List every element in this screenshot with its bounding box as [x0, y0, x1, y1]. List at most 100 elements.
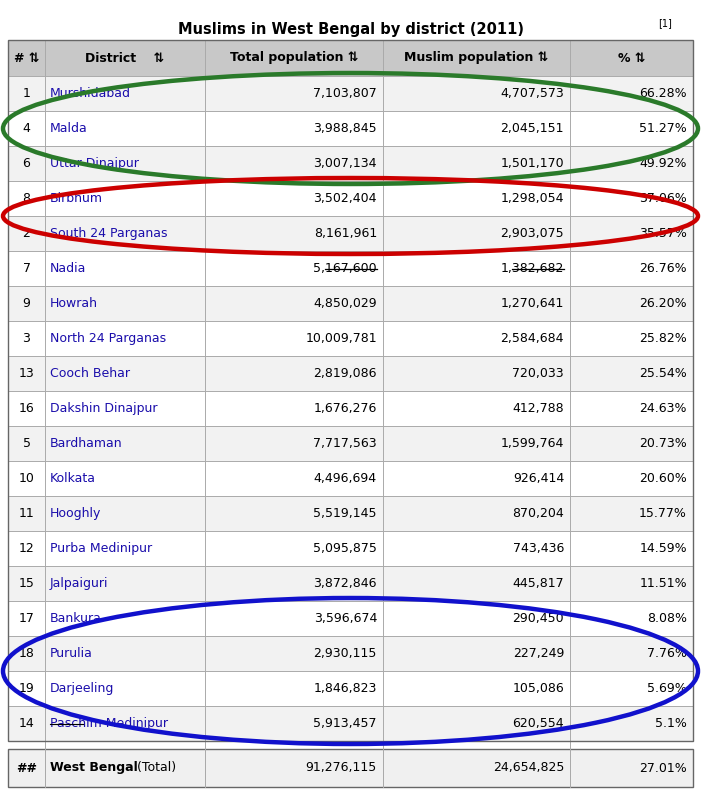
Text: 9: 9: [22, 297, 30, 310]
Text: 1,270,641: 1,270,641: [501, 297, 564, 310]
Text: 5.69%: 5.69%: [647, 682, 687, 695]
Text: 11.51%: 11.51%: [639, 577, 687, 590]
Text: Purba Medinipur: Purba Medinipur: [50, 542, 152, 555]
Text: Muslim population ⇅: Muslim population ⇅: [404, 52, 549, 65]
Text: 1,298,054: 1,298,054: [501, 192, 564, 205]
Text: 1,846,823: 1,846,823: [313, 682, 377, 695]
Text: 10,009,781: 10,009,781: [306, 332, 377, 345]
Text: Uttar Dinajpur: Uttar Dinajpur: [50, 157, 139, 170]
Text: Total population ⇅: Total population ⇅: [230, 52, 358, 65]
Bar: [8, 496, 693, 531]
Text: # ⇅: # ⇅: [14, 52, 39, 65]
Text: 6: 6: [22, 157, 30, 170]
Bar: [8, 286, 693, 321]
Text: 13: 13: [19, 367, 34, 380]
Text: Hooghly: Hooghly: [50, 507, 102, 520]
Text: Cooch Behar: Cooch Behar: [50, 367, 130, 380]
Text: 1,599,764: 1,599,764: [501, 437, 564, 450]
Text: 3: 3: [22, 332, 30, 345]
Bar: [8, 356, 693, 391]
Text: Paschim Medinipur: Paschim Medinipur: [50, 717, 168, 730]
Text: 20.73%: 20.73%: [639, 437, 687, 450]
Text: Bankura: Bankura: [50, 612, 102, 625]
Text: 7,103,807: 7,103,807: [313, 87, 377, 100]
Text: 26.76%: 26.76%: [639, 262, 687, 275]
Text: 26.20%: 26.20%: [639, 297, 687, 310]
Text: 2,903,075: 2,903,075: [501, 227, 564, 240]
Text: 14.59%: 14.59%: [639, 542, 687, 555]
Text: 227,249: 227,249: [512, 647, 564, 660]
Text: 620,554: 620,554: [512, 717, 564, 730]
Text: 12: 12: [19, 542, 34, 555]
Text: 8,161,961: 8,161,961: [314, 227, 377, 240]
Text: 2: 2: [22, 227, 30, 240]
Text: Muslims in West Bengal by district (2011): Muslims in West Bengal by district (2011…: [177, 22, 524, 37]
Bar: [8, 40, 693, 741]
Text: 3,502,404: 3,502,404: [313, 192, 377, 205]
Text: 3,596,674: 3,596,674: [313, 612, 377, 625]
Bar: [8, 636, 693, 671]
Text: 4,850,029: 4,850,029: [313, 297, 377, 310]
Text: 3,007,134: 3,007,134: [313, 157, 377, 170]
Text: 35.57%: 35.57%: [639, 227, 687, 240]
Text: 1,676,276: 1,676,276: [313, 402, 377, 415]
Bar: [8, 531, 693, 566]
Text: ##: ##: [16, 761, 37, 775]
Text: Howrah: Howrah: [50, 297, 98, 310]
Bar: [8, 461, 693, 496]
Text: Purulia: Purulia: [50, 647, 93, 660]
Text: 27.01%: 27.01%: [639, 761, 687, 775]
Text: 66.28%: 66.28%: [639, 87, 687, 100]
Text: 4: 4: [22, 122, 30, 135]
Text: 290,450: 290,450: [512, 612, 564, 625]
Text: 19: 19: [19, 682, 34, 695]
Text: North 24 Parganas: North 24 Parganas: [50, 332, 166, 345]
Text: 3,988,845: 3,988,845: [313, 122, 377, 135]
Text: 2,584,684: 2,584,684: [501, 332, 564, 345]
Text: Birbhum: Birbhum: [50, 192, 103, 205]
Bar: [8, 181, 693, 216]
Text: Nadia: Nadia: [50, 262, 86, 275]
Text: 4,496,694: 4,496,694: [314, 472, 377, 485]
Text: 870,204: 870,204: [512, 507, 564, 520]
Text: 720,033: 720,033: [512, 367, 564, 380]
Text: 37.06%: 37.06%: [639, 192, 687, 205]
Bar: [8, 40, 693, 76]
Text: West Bengal: West Bengal: [50, 761, 138, 775]
Text: 743,436: 743,436: [512, 542, 564, 555]
Text: 412,788: 412,788: [512, 402, 564, 415]
Text: 25.82%: 25.82%: [639, 332, 687, 345]
Text: 24,654,825: 24,654,825: [493, 761, 564, 775]
Text: 49.92%: 49.92%: [639, 157, 687, 170]
Text: 926,414: 926,414: [512, 472, 564, 485]
Text: 51.27%: 51.27%: [639, 122, 687, 135]
Text: % ⇅: % ⇅: [618, 52, 645, 65]
Text: 17: 17: [18, 612, 34, 625]
Text: 25.54%: 25.54%: [639, 367, 687, 380]
Text: 16: 16: [19, 402, 34, 415]
Text: Darjeeling: Darjeeling: [50, 682, 114, 695]
Text: 2,819,086: 2,819,086: [313, 367, 377, 380]
Bar: [8, 671, 693, 706]
Text: 445,817: 445,817: [512, 577, 564, 590]
Text: 5,913,457: 5,913,457: [313, 717, 377, 730]
Text: 5: 5: [22, 437, 31, 450]
Text: (Total): (Total): [133, 761, 176, 775]
Text: 8.08%: 8.08%: [647, 612, 687, 625]
Bar: [8, 566, 693, 601]
Text: 10: 10: [18, 472, 34, 485]
Text: 7,717,563: 7,717,563: [313, 437, 377, 450]
Bar: [8, 216, 693, 251]
Text: 11: 11: [19, 507, 34, 520]
Text: 18: 18: [18, 647, 34, 660]
Text: 2,045,151: 2,045,151: [501, 122, 564, 135]
Text: 20.60%: 20.60%: [639, 472, 687, 485]
Bar: [8, 111, 693, 146]
Bar: [8, 749, 693, 787]
Text: 15.77%: 15.77%: [639, 507, 687, 520]
Bar: [8, 706, 693, 741]
Text: Bardhaman: Bardhaman: [50, 437, 123, 450]
Text: 91,276,115: 91,276,115: [306, 761, 377, 775]
Bar: [8, 251, 693, 286]
Text: 7: 7: [22, 262, 31, 275]
